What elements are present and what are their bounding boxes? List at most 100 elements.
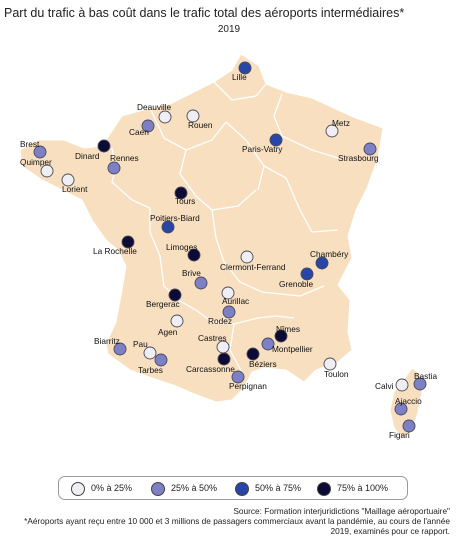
airport-label: Lille [232, 72, 247, 82]
airport-marker [413, 377, 427, 391]
airport-marker [143, 346, 157, 360]
map-subtitle: 2019 [217, 24, 241, 35]
airport-marker [186, 109, 200, 123]
region-border [229, 323, 245, 377]
airport-marker [187, 248, 201, 262]
airport-label: Brive [182, 268, 201, 278]
mainland-shape [19, 53, 384, 403]
legend-item: 25% à 50% [151, 480, 217, 496]
airport-label: Poitiers-Biard [150, 213, 200, 223]
airport-marker [300, 267, 314, 281]
airport-label: Metz [332, 118, 350, 128]
region-border [273, 93, 339, 159]
legend-item: 75% à 100% [317, 480, 388, 496]
airport-marker [113, 342, 127, 356]
airport-label: Tours [175, 196, 195, 206]
airport-marker [107, 161, 121, 175]
airport-label: Chambéry [310, 249, 349, 259]
legend-swatch [317, 481, 331, 496]
airport-marker [161, 220, 175, 234]
legend-label: 0% à 25% [91, 483, 133, 493]
airport-label: Carcassonne [186, 364, 235, 374]
airport-marker [246, 347, 260, 361]
legend-swatch [235, 481, 249, 496]
legend-item: 50% à 75% [235, 480, 301, 496]
legend-label: 75% à 100% [337, 483, 389, 493]
airport-marker [174, 186, 188, 200]
airport-marker [221, 286, 235, 300]
airport-marker [240, 250, 254, 264]
airport-label: Bergerac [146, 299, 180, 309]
region-borders [111, 81, 339, 377]
airport-label: Clermont-Ferrand [220, 262, 286, 272]
airport-label: Calvi [375, 381, 394, 391]
airport-marker [217, 352, 231, 366]
airport-label: Nîmes [276, 324, 300, 334]
airport-marker [315, 256, 329, 270]
airport-label: Tarbes [138, 365, 163, 375]
airport-label: Aurillac [222, 296, 249, 306]
airport-label: Strasbourg [338, 153, 379, 163]
airport-label: Lorient [62, 184, 88, 194]
airport-label: Pau [133, 339, 148, 349]
airport-markers [33, 61, 427, 433]
legend-label: 50% à 75% [255, 483, 302, 493]
airport-label: Perpignan [229, 381, 267, 391]
airport-marker [33, 145, 47, 159]
source-text: Source: Formation interjuridictions "Mai… [233, 506, 450, 516]
airport-label: Castres [198, 333, 227, 343]
footnote-text: *Aéroports ayant reçu entre 10 000 et 3 … [24, 516, 450, 536]
airport-marker [61, 173, 75, 187]
airport-labels: Lille Deauville Rouen Caen Metz Brest Quimper D… [20, 72, 437, 440]
airport-marker [395, 378, 409, 392]
region-border [213, 81, 267, 101]
legend-item: 0% à 25% [71, 480, 132, 496]
airport-label: Deauville [137, 102, 172, 112]
airport-marker [97, 139, 111, 153]
airport-label: Limoges [166, 242, 197, 252]
airport-label: Biarritz [94, 336, 120, 346]
airport-marker [168, 288, 182, 302]
airport-label: Béziers [249, 359, 277, 369]
airport-label: Paris-Vatry [242, 144, 283, 154]
region-border [211, 209, 325, 297]
airport-label: Ajaccio [395, 396, 422, 406]
airport-label: Figari [389, 430, 410, 440]
region-border [149, 208, 179, 301]
airport-label: La Rochelle [93, 246, 137, 256]
airport-label: Agen [158, 327, 178, 337]
airport-marker [170, 314, 184, 328]
airport-label: Grenoble [279, 279, 314, 289]
map-title: Part du trafic à bas coût dans le trafic… [4, 6, 405, 20]
airport-marker [222, 305, 236, 319]
airport-marker [325, 124, 339, 138]
airport-marker [154, 353, 168, 367]
land-layer [19, 53, 423, 439]
legend-swatch [151, 481, 165, 496]
airport-marker [238, 61, 252, 75]
airport-marker [394, 402, 408, 416]
airport-marker [194, 276, 208, 290]
region-border [111, 147, 151, 209]
airport-marker [261, 337, 275, 351]
airport-label: Caen [129, 127, 149, 137]
legend: 0% à 25% 25% à 50% 50% à 75% 75% à 100% [58, 476, 408, 500]
airport-marker [274, 329, 288, 343]
airport-marker [363, 142, 377, 156]
airport-label: Rodez [208, 316, 232, 326]
airport-label: Quimper [20, 157, 52, 167]
airport-marker [40, 164, 54, 178]
airport-label: Brest [20, 139, 40, 149]
region-border [179, 149, 257, 211]
france-map: Lille Deauville Rouen Caen Metz Brest Quimper D… [19, 53, 437, 440]
airport-label: Rennes [110, 153, 139, 163]
legend-label: 25% à 50% [171, 483, 218, 493]
airport-label: Rouen [188, 120, 213, 130]
airport-label: Toulon [324, 369, 349, 379]
airport-marker [269, 133, 283, 147]
airport-marker [141, 119, 155, 133]
airport-label: Dinard [75, 151, 100, 161]
region-border [263, 165, 339, 233]
airport-marker [158, 110, 172, 124]
airport-marker [121, 235, 135, 249]
